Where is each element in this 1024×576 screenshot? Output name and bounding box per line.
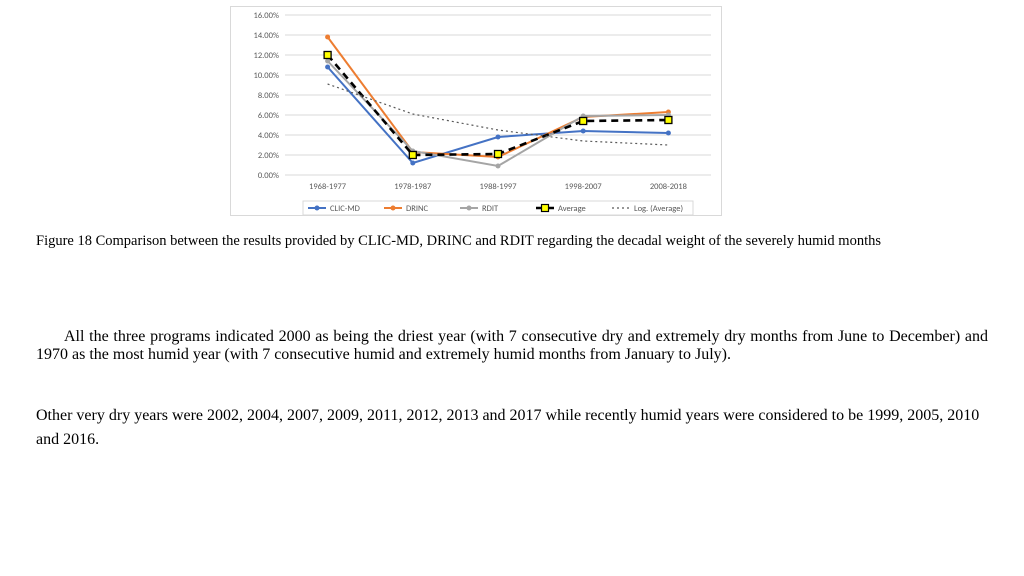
marker: [496, 164, 501, 169]
marker: [324, 52, 331, 59]
legend-marker: [391, 206, 396, 211]
marker: [666, 131, 671, 136]
marker: [496, 135, 501, 140]
legend-label: RDIT: [482, 204, 499, 214]
y-tick-label: 10.00%: [254, 71, 279, 81]
marker: [665, 117, 672, 124]
y-tick-label: 16.00%: [254, 11, 279, 21]
legend-label: Average: [558, 204, 586, 214]
legend-marker: [542, 205, 549, 212]
legend-label: DRINC: [406, 204, 428, 214]
page: 0.00% 2.00% 4.00% 6.00% 8.00% 10.00% 12.00% 14.…: [0, 0, 1024, 576]
figure-caption: Figure 18 Comparison between the results…: [36, 232, 988, 252]
marker: [580, 118, 587, 125]
legend-marker: [467, 206, 472, 211]
marker: [325, 35, 330, 40]
x-tick-label: 2008-2018: [650, 182, 687, 192]
x-tick-label: 1968-1977: [309, 182, 347, 192]
legend-label: CLIC-MD: [330, 204, 360, 214]
y-tick-label: 2.00%: [258, 151, 279, 161]
y-tick-label: 6.00%: [258, 111, 279, 121]
marker: [325, 65, 330, 70]
marker: [581, 129, 586, 134]
y-tick-label: 0.00%: [258, 171, 279, 181]
y-tick-label: 4.00%: [258, 131, 279, 141]
x-tick-label: 1998-2007: [565, 182, 603, 192]
x-tick-label: 1988-1997: [479, 182, 517, 192]
chart-container: 0.00% 2.00% 4.00% 6.00% 8.00% 10.00% 12.00% 14.…: [230, 6, 722, 216]
legend-label: Log. (Average): [634, 204, 683, 214]
body-paragraph-2: Other very dry years were 2002, 2004, 20…: [36, 404, 988, 452]
y-tick-label: 8.00%: [258, 91, 279, 101]
x-tick-label: 1978-1987: [394, 182, 432, 192]
marker: [410, 161, 415, 166]
body-paragraph-1: All the three programs indicated 2000 as…: [36, 328, 988, 363]
marker: [325, 59, 330, 64]
marker: [409, 152, 416, 159]
y-tick-label: 14.00%: [254, 31, 279, 41]
marker: [495, 151, 502, 158]
legend-marker: [315, 206, 320, 211]
line-chart: 0.00% 2.00% 4.00% 6.00% 8.00% 10.00% 12.00% 14.…: [231, 7, 721, 215]
y-tick-label: 12.00%: [254, 51, 279, 61]
